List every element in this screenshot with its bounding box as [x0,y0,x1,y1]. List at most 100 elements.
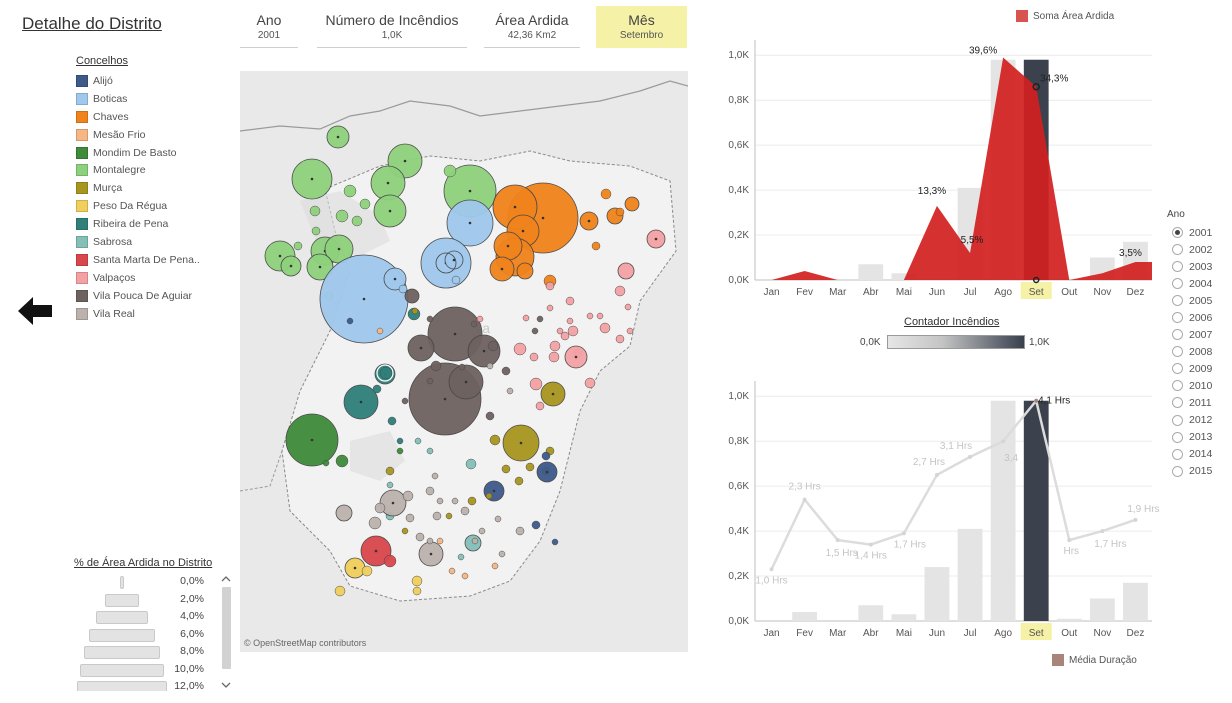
kpi-ano-value: 2001 [257,30,281,41]
radio-icon[interactable] [1172,261,1183,273]
legend-label: Peso Da Régua [93,200,168,213]
kpi-mes[interactable]: Mês Setembro [596,6,687,48]
kpi-ano-label: Ano [256,12,282,28]
pct-legend-bar [105,593,139,607]
legend-item[interactable]: Ribeira de Pena [76,215,200,233]
map-bubble [436,537,444,545]
map-bubble [361,565,373,577]
year-option[interactable]: 2011 [1172,394,1212,411]
legend-item[interactable]: Mondim De Basto [76,144,200,162]
pct-legend-title: % de Área Ardida no Distrito [74,557,213,569]
year-option[interactable]: 2008 [1172,343,1212,360]
year-option[interactable]: 2001 [1172,224,1212,241]
legend-item[interactable]: Chaves [76,108,200,126]
legend-label: Chaves [93,110,129,123]
year-option[interactable]: 2009 [1172,360,1212,377]
legend-item[interactable]: Vila Pouca De Aguiar [76,287,200,305]
year-option[interactable]: 2015 [1172,463,1212,480]
year-option-label: 2003 [1189,260,1213,273]
map-bubble [494,515,502,523]
radio-icon[interactable] [1172,295,1183,307]
media-legend-label: Média Duração [1069,654,1137,666]
legend-item[interactable]: Murça [76,179,200,197]
district-map[interactable]: ila [239,71,689,652]
kpi-incendios-label: Número de Incêndios [325,12,459,28]
year-option[interactable]: 2003 [1172,258,1212,275]
pct-legend-scrollbar[interactable] [219,573,233,691]
radio-icon[interactable] [1172,244,1183,256]
radio-icon[interactable] [1172,329,1183,341]
map-bubble [617,262,635,280]
legend-item[interactable]: Mesão Frio [76,126,200,144]
kpi-incendios[interactable]: Número de Incêndios 1,0K [317,6,467,48]
map-bubble [491,562,499,570]
legend-item[interactable]: Boticas [76,90,200,108]
year-option[interactable]: 2004 [1172,275,1212,292]
radio-icon[interactable] [1172,227,1183,239]
pct-legend-row: 8,0% [76,643,236,661]
legend-item[interactable]: Sabrosa [76,233,200,251]
area-ardida-chart[interactable]: 0,0K 0,2K 0,4K 0,6K 0,8K 1,0K Jan Fev Mar Abr Mai J… [700,28,1160,303]
map-bubble [334,585,346,597]
map-bubble [335,454,349,468]
year-option[interactable]: 2002 [1172,241,1212,258]
map-bubble [584,377,596,389]
map-bubble [560,331,570,341]
pct-legend-bar [77,681,167,691]
year-option[interactable]: 2010 [1172,377,1212,394]
media-legend-swatch [1052,654,1064,666]
legend-item[interactable]: Santa Marta De Pena.. [76,251,200,269]
pct-legend-bar [89,628,155,642]
map-bubble [426,315,434,323]
map-bubble [465,458,477,470]
radio-icon[interactable] [1172,431,1183,443]
year-option[interactable]: 2005 [1172,292,1212,309]
legend-swatch [76,307,88,320]
map-bubble [448,567,456,575]
year-option-label: 2002 [1189,243,1213,256]
radio-icon[interactable] [1172,380,1183,392]
map-bubble [614,285,626,297]
legend-item[interactable]: Peso Da Régua [76,197,200,215]
bar [891,614,917,621]
legend-swatch [76,253,88,266]
area-annotation: 3,5% [1119,248,1142,259]
year-option[interactable]: 2006 [1172,309,1212,326]
legend-item[interactable]: Alijó [76,72,200,90]
legend-swatch [76,146,88,159]
x-tick-label: Nov [1093,287,1111,298]
legend-label: Vila Real [93,307,135,320]
radio-icon[interactable] [1172,278,1183,290]
year-option[interactable]: 2013 [1172,429,1212,446]
kpi-ano[interactable]: Ano 2001 [240,6,298,48]
duration-label: 1,4 Hrs [855,551,887,562]
legend-item[interactable]: Montalegre [76,161,200,179]
x-tick-label: Abr [863,287,879,298]
legend-swatch [76,218,88,231]
map-bubble [548,351,560,363]
duracao-chart[interactable]: 0,0K 0,2K 0,4K 0,6K 0,8K 1,0K Jan Fev Mar Abr Mai J… [700,368,1160,648]
back-arrow-icon[interactable] [18,296,52,326]
radio-icon[interactable] [1172,346,1183,358]
radio-icon[interactable] [1172,465,1183,477]
map-bubble [293,241,303,251]
duration-label: 3,1 Hrs [940,441,972,452]
x-tick-label: Set [1029,628,1044,639]
legend-item[interactable]: Valpaços [76,269,200,287]
radio-icon[interactable] [1172,363,1183,375]
year-option[interactable]: 2012 [1172,412,1212,429]
year-option[interactable]: 2007 [1172,326,1212,343]
map-bubble [411,307,419,315]
radio-icon[interactable] [1172,414,1183,426]
map-bubble [478,527,486,535]
kpi-area[interactable]: Área Ardida 42,36 Km2 [484,6,580,48]
legend-swatch [76,74,88,87]
radio-icon[interactable] [1172,312,1183,324]
radio-icon[interactable] [1172,397,1183,409]
year-option[interactable]: 2014 [1172,446,1212,463]
map-bubble [566,317,574,325]
bar [990,400,1016,621]
radio-icon[interactable] [1172,448,1183,460]
legend-item[interactable]: Vila Real [76,305,200,323]
map-bubble [486,362,494,370]
